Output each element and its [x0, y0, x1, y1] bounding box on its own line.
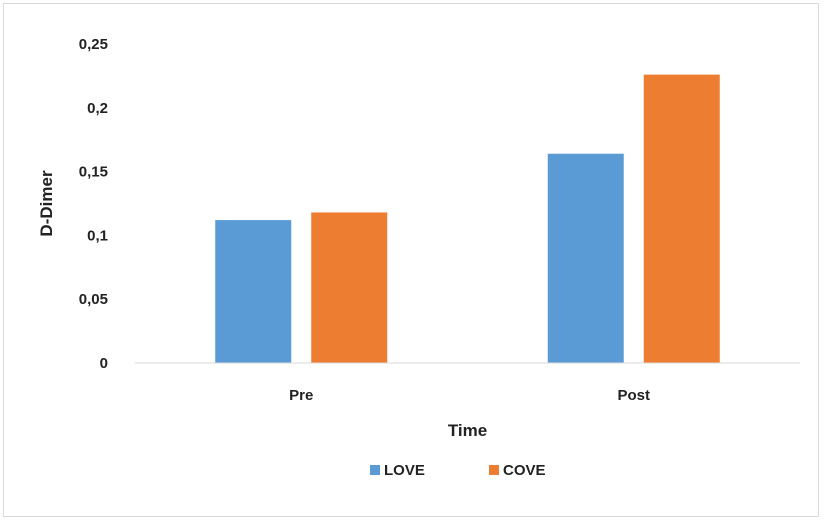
y-tick-label: 0,1	[87, 227, 108, 244]
bar-love-post	[547, 153, 624, 363]
bar-cove-pre	[311, 212, 388, 363]
legend-swatch	[489, 465, 499, 475]
x-category-label: Pre	[289, 387, 313, 404]
x-axis-title: Time	[448, 421, 487, 440]
bar-love-pre	[215, 220, 292, 363]
x-axis-categories: Pre Post	[289, 387, 650, 404]
y-axis-ticks: 0 0,05 0,1 0,15 0,2 0,25	[79, 36, 108, 372]
x-category-label: Post	[617, 387, 650, 404]
legend-swatch	[370, 465, 380, 475]
y-tick-label: 0,25	[79, 36, 108, 53]
legend-label: LOVE	[384, 462, 425, 479]
legend: LOVE COVE	[370, 462, 546, 479]
legend-label: COVE	[503, 462, 546, 479]
legend-item-cove: COVE	[489, 462, 546, 479]
y-tick-label: 0,05	[79, 291, 108, 308]
bars	[215, 74, 720, 364]
y-tick-label: 0	[100, 355, 108, 372]
y-tick-label: 0,2	[87, 100, 108, 117]
legend-item-love: LOVE	[370, 462, 425, 479]
y-axis-title: D-Dimer	[37, 170, 56, 237]
bar-cove-post	[643, 74, 720, 364]
y-tick-label: 0,15	[79, 164, 108, 181]
